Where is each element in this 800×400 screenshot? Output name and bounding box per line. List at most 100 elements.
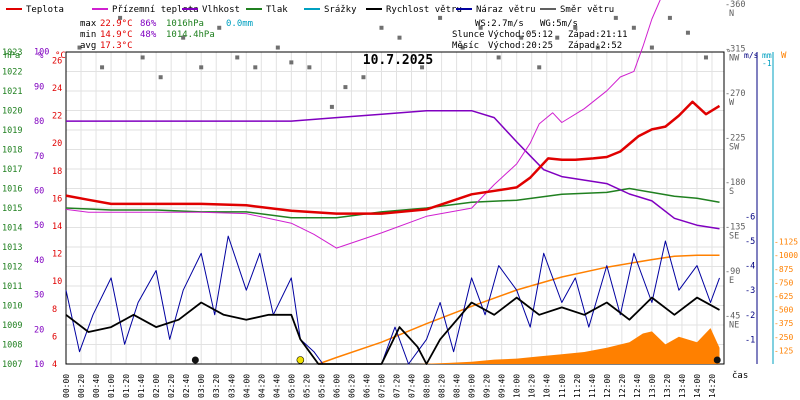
stats-min-press: 1014.4hPa	[166, 30, 215, 40]
axis-temperature: 26 24 22 20 18 16 14 12 10 8 6 4	[52, 56, 62, 370]
wind-wg: WG:5m/s	[540, 19, 578, 29]
hpa-tick-label: 1021	[2, 87, 22, 97]
wind-dir-point	[77, 45, 82, 50]
legend-label: Teplota	[26, 5, 64, 15]
legend-label: Srážky	[324, 5, 357, 15]
x-tick-label: 00:40	[92, 374, 101, 398]
pct-tick-label: 40	[34, 256, 44, 266]
legend-label: Směr větru	[560, 5, 614, 15]
x-tick-label: 00:00	[62, 374, 71, 398]
hpa-tick-label: 1016	[2, 185, 22, 195]
hpa-tick-label: 1014	[2, 224, 22, 234]
temp-tick-label: 8	[52, 305, 57, 315]
x-tick-label: 06:40	[362, 374, 371, 398]
dir-tick-degree: -225	[725, 134, 745, 144]
x-tick-label: 05:40	[317, 374, 326, 398]
wind-dir-point	[496, 55, 501, 60]
axis-percent: 100 90 80 70 60 50 40 30 20 10	[34, 48, 49, 370]
moon-label: Měsíc	[452, 41, 479, 51]
x-tick-label: 09:00	[468, 374, 477, 398]
x-tick-label: 01:00	[107, 374, 116, 398]
ms-tick-label: -2	[745, 311, 755, 321]
x-axis-label: čas	[732, 370, 748, 381]
pct-tick-label: 90	[34, 82, 44, 92]
stats-max-press: 1016hPa	[166, 19, 204, 29]
wind-dir-point	[438, 15, 443, 20]
wind-dir-point	[613, 15, 618, 20]
wind-dir-point	[158, 75, 163, 80]
dir-tick-label: N	[729, 9, 734, 19]
humidity-line	[66, 109, 720, 230]
temperature-line	[65, 100, 721, 215]
unit-wm2: W	[781, 51, 787, 61]
solar-tick-label: -250	[774, 333, 793, 342]
x-tick-label: 10:00	[513, 374, 522, 398]
wind-dir-point	[235, 55, 240, 60]
axis-time: 00:00 00:20 00:40 01:00 01:20 01:40 02:00 02:20…	[62, 374, 717, 398]
axis-solar: -1125 -1000 -875 -750 -625 -500 -375 -250 -125	[772, 52, 798, 364]
x-tick-label: 07:40	[408, 374, 417, 398]
x-tick-label: 09:20	[483, 374, 492, 398]
wind-dir-point	[519, 35, 524, 40]
moon-set: Západ:2:52	[568, 41, 622, 51]
hpa-tick-label: 1022	[2, 68, 22, 78]
solar-tick-label: -625	[774, 292, 793, 301]
hpa-tick-label: 1007	[2, 360, 22, 370]
stats-max-label: max	[80, 19, 97, 29]
dir-tick-degree: -360	[725, 0, 745, 10]
ms-tick-label: -5	[745, 237, 755, 247]
x-tick-label: 13:20	[663, 374, 672, 398]
wind-dir-point	[685, 30, 690, 35]
wind-ws: WS:2.7m/s	[475, 19, 524, 29]
x-tick-label: 01:20	[122, 374, 131, 398]
dir-tick-label: NW	[729, 54, 740, 64]
wind-dir-point	[460, 45, 465, 50]
axis-hpa: 1023 1022 1021 1020 1019 1018 1017 1016 1015 1014…	[2, 48, 22, 370]
stats-min-temp: 14.9°C	[100, 30, 133, 40]
legend: Teplota Přízemní teplota Vlhkost Tlak Srážky…	[6, 5, 614, 15]
unit-mm: mm	[762, 51, 772, 60]
legend-label: Přízemní teplota	[112, 5, 199, 15]
unit-pct: %	[38, 51, 44, 61]
x-tick-label: 06:20	[347, 374, 356, 398]
x-tick-label: 04:20	[257, 374, 266, 398]
x-tick-label: 09:40	[498, 374, 507, 398]
x-tick-label: 04:40	[272, 374, 281, 398]
stats-max-temp: 22.9°C	[100, 19, 133, 29]
wind-dir-point	[361, 75, 366, 80]
stats-max-hum: 86%	[140, 19, 157, 29]
dir-tick-label: SW	[729, 143, 740, 153]
x-tick-label: 03:20	[212, 374, 221, 398]
temp-tick-label: 4	[52, 360, 57, 370]
pct-tick-label: 100	[34, 48, 49, 58]
pct-tick-label: 20	[34, 325, 44, 335]
x-tick-label: 07:00	[377, 374, 386, 398]
x-tick-label: 08:00	[423, 374, 432, 398]
solar-tick-label: -125	[774, 346, 793, 355]
unit-temp: °C	[55, 51, 66, 61]
wind-dir-point	[649, 45, 654, 50]
pct-tick-label: 60	[34, 187, 44, 197]
x-tick-label: 13:40	[678, 374, 687, 398]
dir-tick-degree: -135	[725, 223, 745, 233]
hpa-tick-label: 1015	[2, 204, 22, 214]
wind-dir-point	[631, 25, 636, 30]
pct-tick-label: 70	[34, 152, 44, 162]
temp-tick-label: 26	[52, 56, 62, 66]
wind-dir-point	[275, 45, 280, 50]
wind-speed-line	[65, 296, 720, 365]
x-tick-label: 14:20	[708, 374, 717, 398]
wind-dir-point	[537, 65, 542, 70]
x-tick-label: 12:40	[633, 374, 642, 398]
temp-tick-label: 24	[52, 84, 62, 94]
sunrise-marker	[296, 356, 305, 364]
solar-tick-label: -375	[774, 319, 793, 328]
wind-dir-point	[118, 15, 123, 20]
sun-rise: Východ:05:12	[488, 30, 553, 40]
x-tick-label: 08:40	[453, 374, 462, 398]
hpa-tick-label: 1011	[2, 282, 22, 292]
solar-line	[318, 254, 720, 365]
moonrise-marker	[713, 356, 721, 364]
